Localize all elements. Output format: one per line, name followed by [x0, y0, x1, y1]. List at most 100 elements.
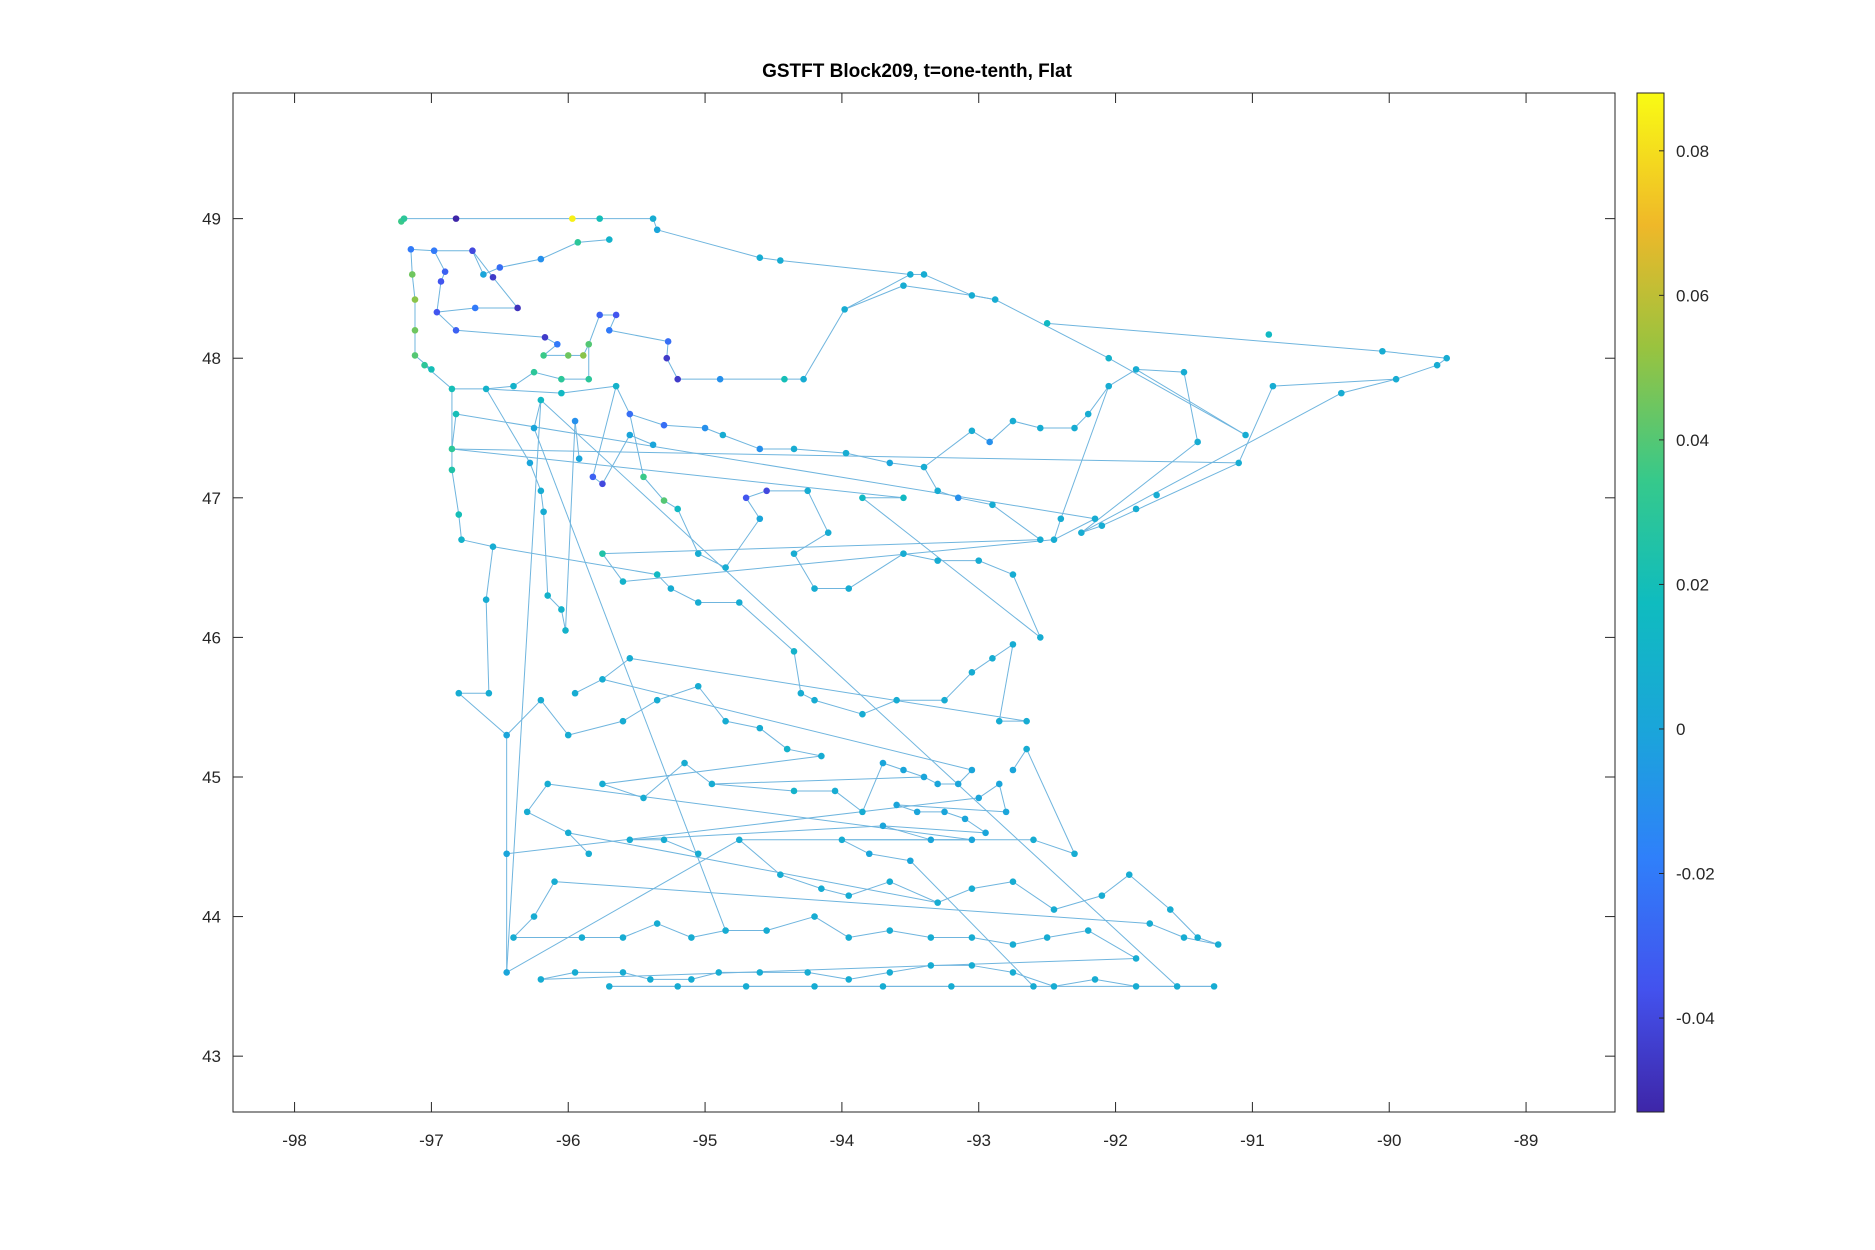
graph-node	[514, 304, 521, 312]
graph-node	[596, 311, 604, 319]
x-tick-label: -94	[830, 1131, 855, 1150]
graph-node	[1105, 354, 1113, 362]
graph-edge	[540, 971, 576, 980]
graph-edge	[451, 448, 904, 499]
graph-edge	[882, 825, 986, 834]
graph-node	[653, 226, 661, 234]
graph-node	[845, 976, 853, 983]
graph-edge	[909, 860, 1034, 987]
graph-node	[1210, 983, 1218, 990]
graph-edge	[433, 250, 446, 272]
colorbar-tick-label: 0.04	[1676, 431, 1709, 450]
graph-node	[763, 927, 770, 934]
graph-node	[797, 689, 805, 697]
graph-edge	[889, 881, 938, 904]
graph-node	[574, 239, 582, 246]
graph-node	[719, 431, 727, 439]
graph-edge	[1101, 462, 1239, 527]
graph-node	[841, 306, 848, 313]
graph-edge	[622, 923, 658, 938]
graph-edge	[451, 413, 457, 450]
graph-edge	[506, 699, 542, 736]
graph-node	[599, 780, 606, 788]
graph-edge	[540, 490, 545, 512]
graph-edge	[1053, 895, 1103, 911]
graph-edge	[807, 490, 829, 533]
graph-node	[408, 271, 416, 278]
graph-node	[575, 455, 583, 463]
graph-edge	[738, 602, 795, 652]
y-axis-ticks: 43 44 45 46 47 48 49	[202, 210, 1615, 1066]
graph-node	[667, 585, 675, 592]
graph-edge	[869, 853, 911, 862]
graph-edge	[1395, 364, 1438, 380]
graph-edge	[643, 476, 665, 501]
graph-node	[893, 801, 900, 809]
graph-edge	[622, 699, 658, 722]
graph-node	[421, 361, 428, 369]
graph-edge	[602, 755, 822, 785]
graph-edge	[543, 511, 549, 596]
graph-node	[510, 934, 517, 941]
graph-node	[428, 366, 435, 373]
graph-edge	[787, 748, 822, 757]
graph-node	[448, 466, 456, 474]
graph-edge	[944, 811, 966, 820]
graph-node	[1084, 410, 1092, 418]
graph-node	[818, 885, 825, 892]
graph-edge	[666, 357, 679, 380]
graph-node	[927, 962, 935, 969]
graph-edge	[978, 560, 1014, 576]
graph-edge	[506, 400, 542, 973]
graph-node	[660, 497, 668, 504]
graph-edge	[458, 692, 507, 736]
graph-node	[619, 969, 627, 976]
graph-node	[612, 311, 620, 319]
graph-edge	[663, 839, 699, 855]
graph-node	[551, 878, 558, 885]
graph-node	[649, 215, 657, 222]
graph-edge	[821, 888, 849, 897]
graph-edge	[793, 651, 802, 694]
graph-node	[1214, 941, 1222, 948]
colorbar	[1636, 92, 1665, 1113]
graph-node	[1265, 331, 1273, 338]
graph-node	[526, 459, 534, 467]
graph-node	[927, 836, 935, 844]
graph-edge	[533, 371, 562, 380]
graph-node	[544, 780, 552, 788]
graph-edge	[1060, 385, 1110, 519]
graph-edge	[602, 678, 973, 771]
x-axis-ticks: -98 -97 -96 -95 -94 -93 -92 -91 -90 -89	[282, 93, 1538, 1150]
graph-edge	[533, 881, 555, 917]
graph-edge	[663, 424, 706, 429]
graph-node	[694, 682, 702, 690]
graph-edge	[848, 971, 890, 980]
graph-node	[927, 934, 935, 941]
graph-edge	[526, 811, 569, 834]
graph-edge	[629, 434, 654, 446]
graph-edge	[992, 504, 1041, 541]
graph-edge	[485, 388, 531, 464]
graph-edge	[841, 839, 870, 855]
graph-edge	[1135, 368, 1246, 436]
graph-edge	[540, 699, 569, 736]
graph-node	[605, 327, 613, 334]
graph-node	[458, 536, 465, 543]
graph-edge	[971, 881, 1014, 890]
graph-node	[879, 822, 887, 830]
graph-edge	[1149, 923, 1185, 938]
graph-edge	[889, 964, 931, 973]
graph-edge	[540, 399, 1178, 987]
graph-edge	[506, 797, 979, 855]
graph-node	[777, 871, 784, 878]
graph-edge	[848, 553, 904, 589]
graph-node	[558, 606, 565, 613]
graph-node	[968, 766, 976, 774]
graph-node	[619, 578, 627, 585]
graph-node	[934, 557, 941, 564]
graph-edge	[1087, 385, 1110, 415]
graph-node	[1037, 536, 1044, 543]
graph-edge	[803, 309, 846, 380]
graph-node	[1002, 808, 1010, 816]
